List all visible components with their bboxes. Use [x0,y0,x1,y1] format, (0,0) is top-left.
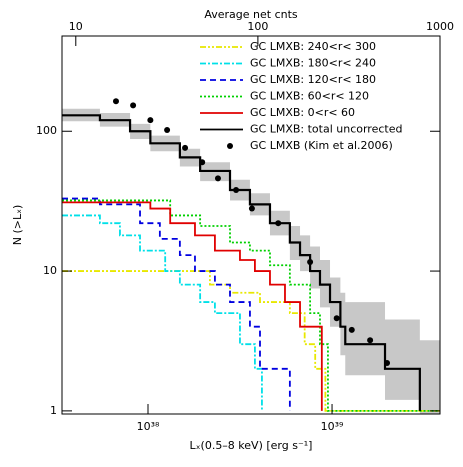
step-line [62,201,323,411]
step-line [62,214,263,411]
data-point [164,127,171,134]
legend-label: GC LMXB: 120<r< 180 [250,73,376,86]
data-point [384,360,391,367]
legend-label: GC LMXB: 240<r< 300 [250,40,376,53]
data-point [233,187,240,194]
legend-label: GC LMXB: 60<r< 120 [250,90,369,103]
legend-marker [227,143,233,149]
x-tick-label: 10³⁹ [321,420,344,433]
step-line [62,199,440,412]
step-line [62,114,421,411]
y-tick-label: 10 [43,264,57,277]
legend-label: GC LMXB: 0<r< 60 [250,106,355,119]
data-point [333,315,340,322]
top-tick-label: 1000 [426,20,454,33]
data-point [182,144,189,151]
top-axis-label: Average net cnts [204,8,298,21]
data-point [199,159,206,166]
data-point [248,205,255,212]
step-line [62,197,291,411]
legend-label: GC LMXB (Kim et al.2006) [250,139,393,152]
x-tick-label: 10³⁸ [137,420,160,433]
data-point [112,98,119,105]
data-point [307,259,314,266]
data-point [147,117,154,124]
legend-label: GC LMXB: 180<r< 240 [250,57,376,70]
data-point [130,102,137,109]
data-point [214,175,221,182]
y-tick-label: 100 [36,124,57,137]
data-point [367,337,374,344]
error-band [62,108,440,414]
top-tick-label: 100 [247,20,268,33]
top-tick-label: 10 [69,20,83,33]
y-tick-label: 1 [50,404,57,417]
step-line [62,270,440,412]
plot-frame [61,35,441,415]
data-point [275,220,282,227]
x-axis-label: Lₓ(0.5–8 keV) [erg s⁻¹] [190,439,313,452]
legend-label: GC LMXB: total uncorrected [250,123,402,136]
y-axis-label: N (>Lₓ) [11,205,24,246]
data-point [348,326,355,333]
